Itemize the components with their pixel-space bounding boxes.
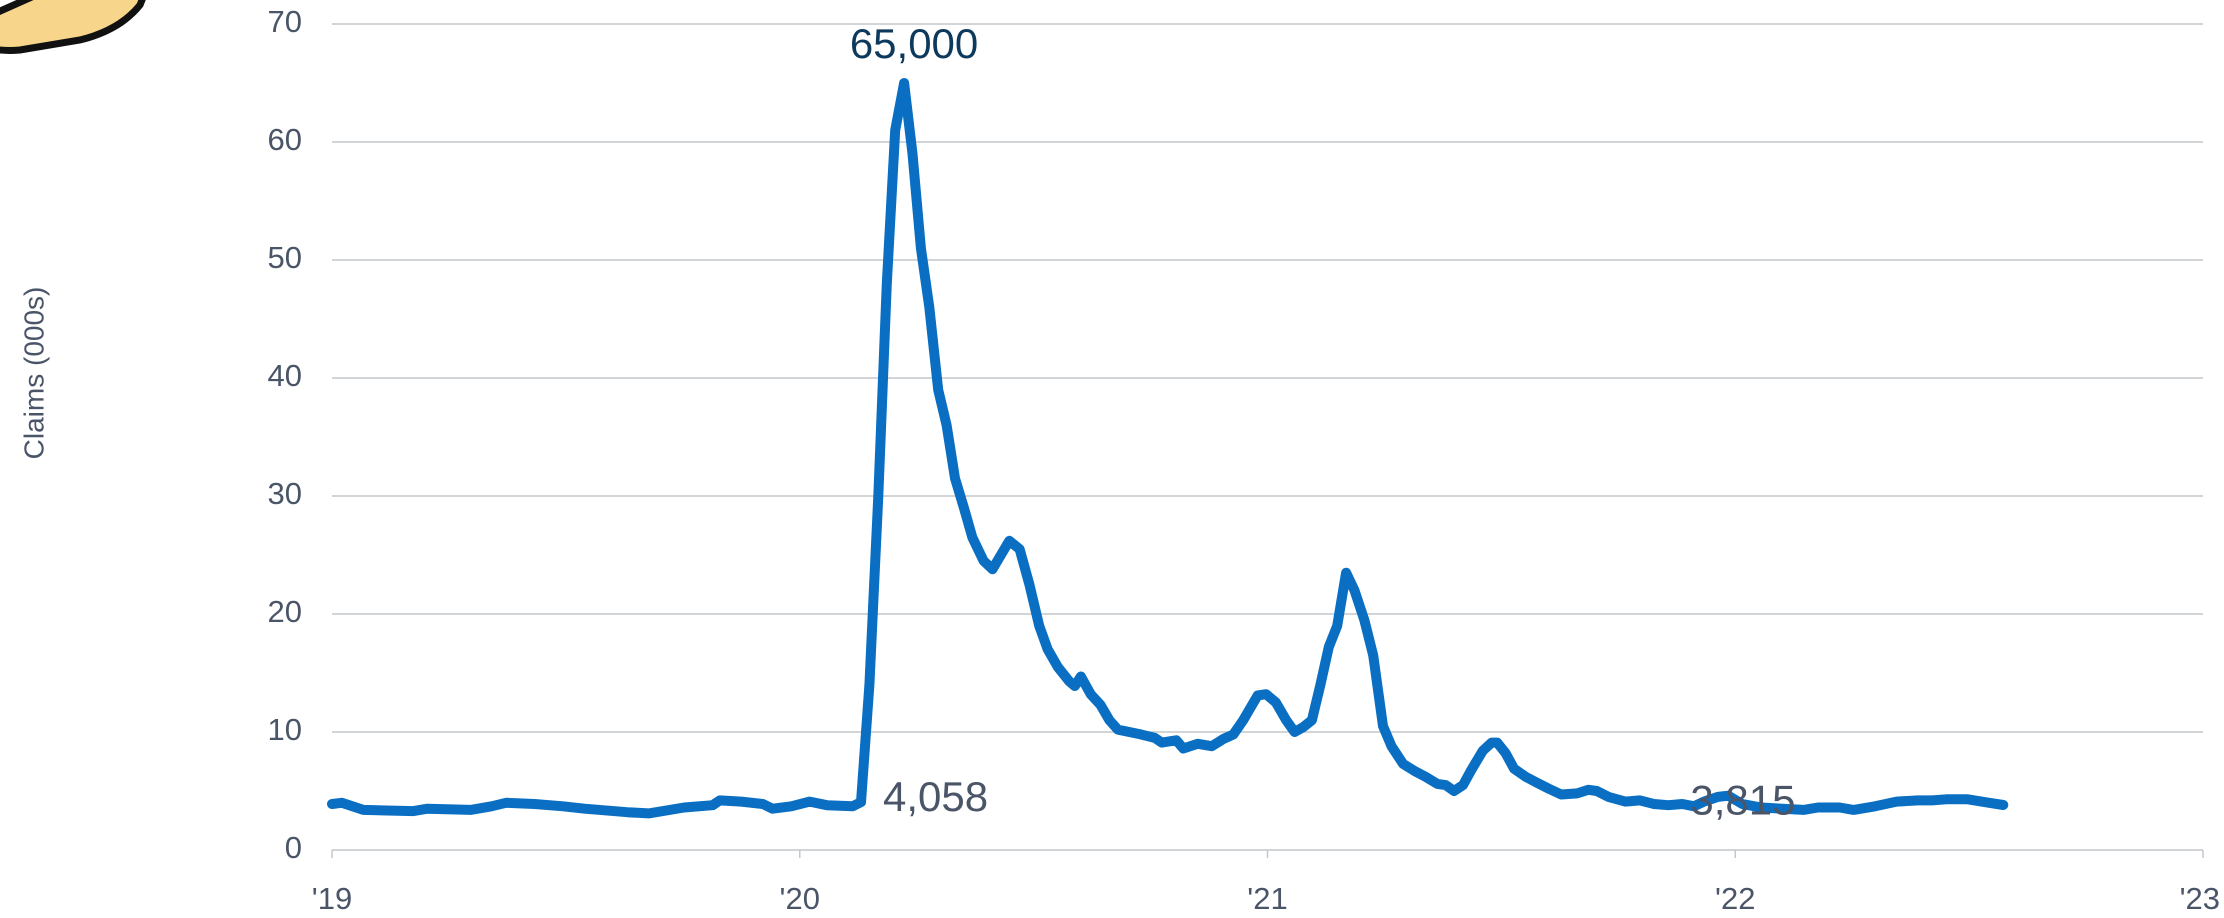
y-tick-label: 10 bbox=[268, 712, 302, 747]
y-axis-title: Claims (000s) bbox=[18, 287, 49, 460]
x-tick-label: '22 bbox=[1715, 881, 1755, 916]
value-label: 3,815 bbox=[1690, 776, 1795, 823]
y-tick-label: 60 bbox=[268, 122, 302, 157]
x-tick-label: '19 bbox=[312, 881, 352, 916]
x-tick-label: '21 bbox=[1247, 881, 1287, 916]
y-tick-label: 0 bbox=[285, 830, 302, 865]
y-tick-label: 70 bbox=[268, 4, 302, 39]
y-tick-label: 50 bbox=[268, 240, 302, 275]
corner-icon bbox=[0, 0, 146, 54]
y-tick-label: 40 bbox=[268, 358, 302, 393]
value-label: 4,058 bbox=[883, 773, 988, 820]
x-tick-label: '23 bbox=[2180, 881, 2220, 916]
value-label: 65,000 bbox=[850, 20, 978, 67]
line bbox=[327, 78, 2009, 819]
icon-shape bbox=[0, 0, 146, 54]
y-tick-label: 20 bbox=[268, 594, 302, 629]
y-tick-label: 30 bbox=[268, 476, 302, 511]
x-tick-label: '20 bbox=[780, 881, 820, 916]
